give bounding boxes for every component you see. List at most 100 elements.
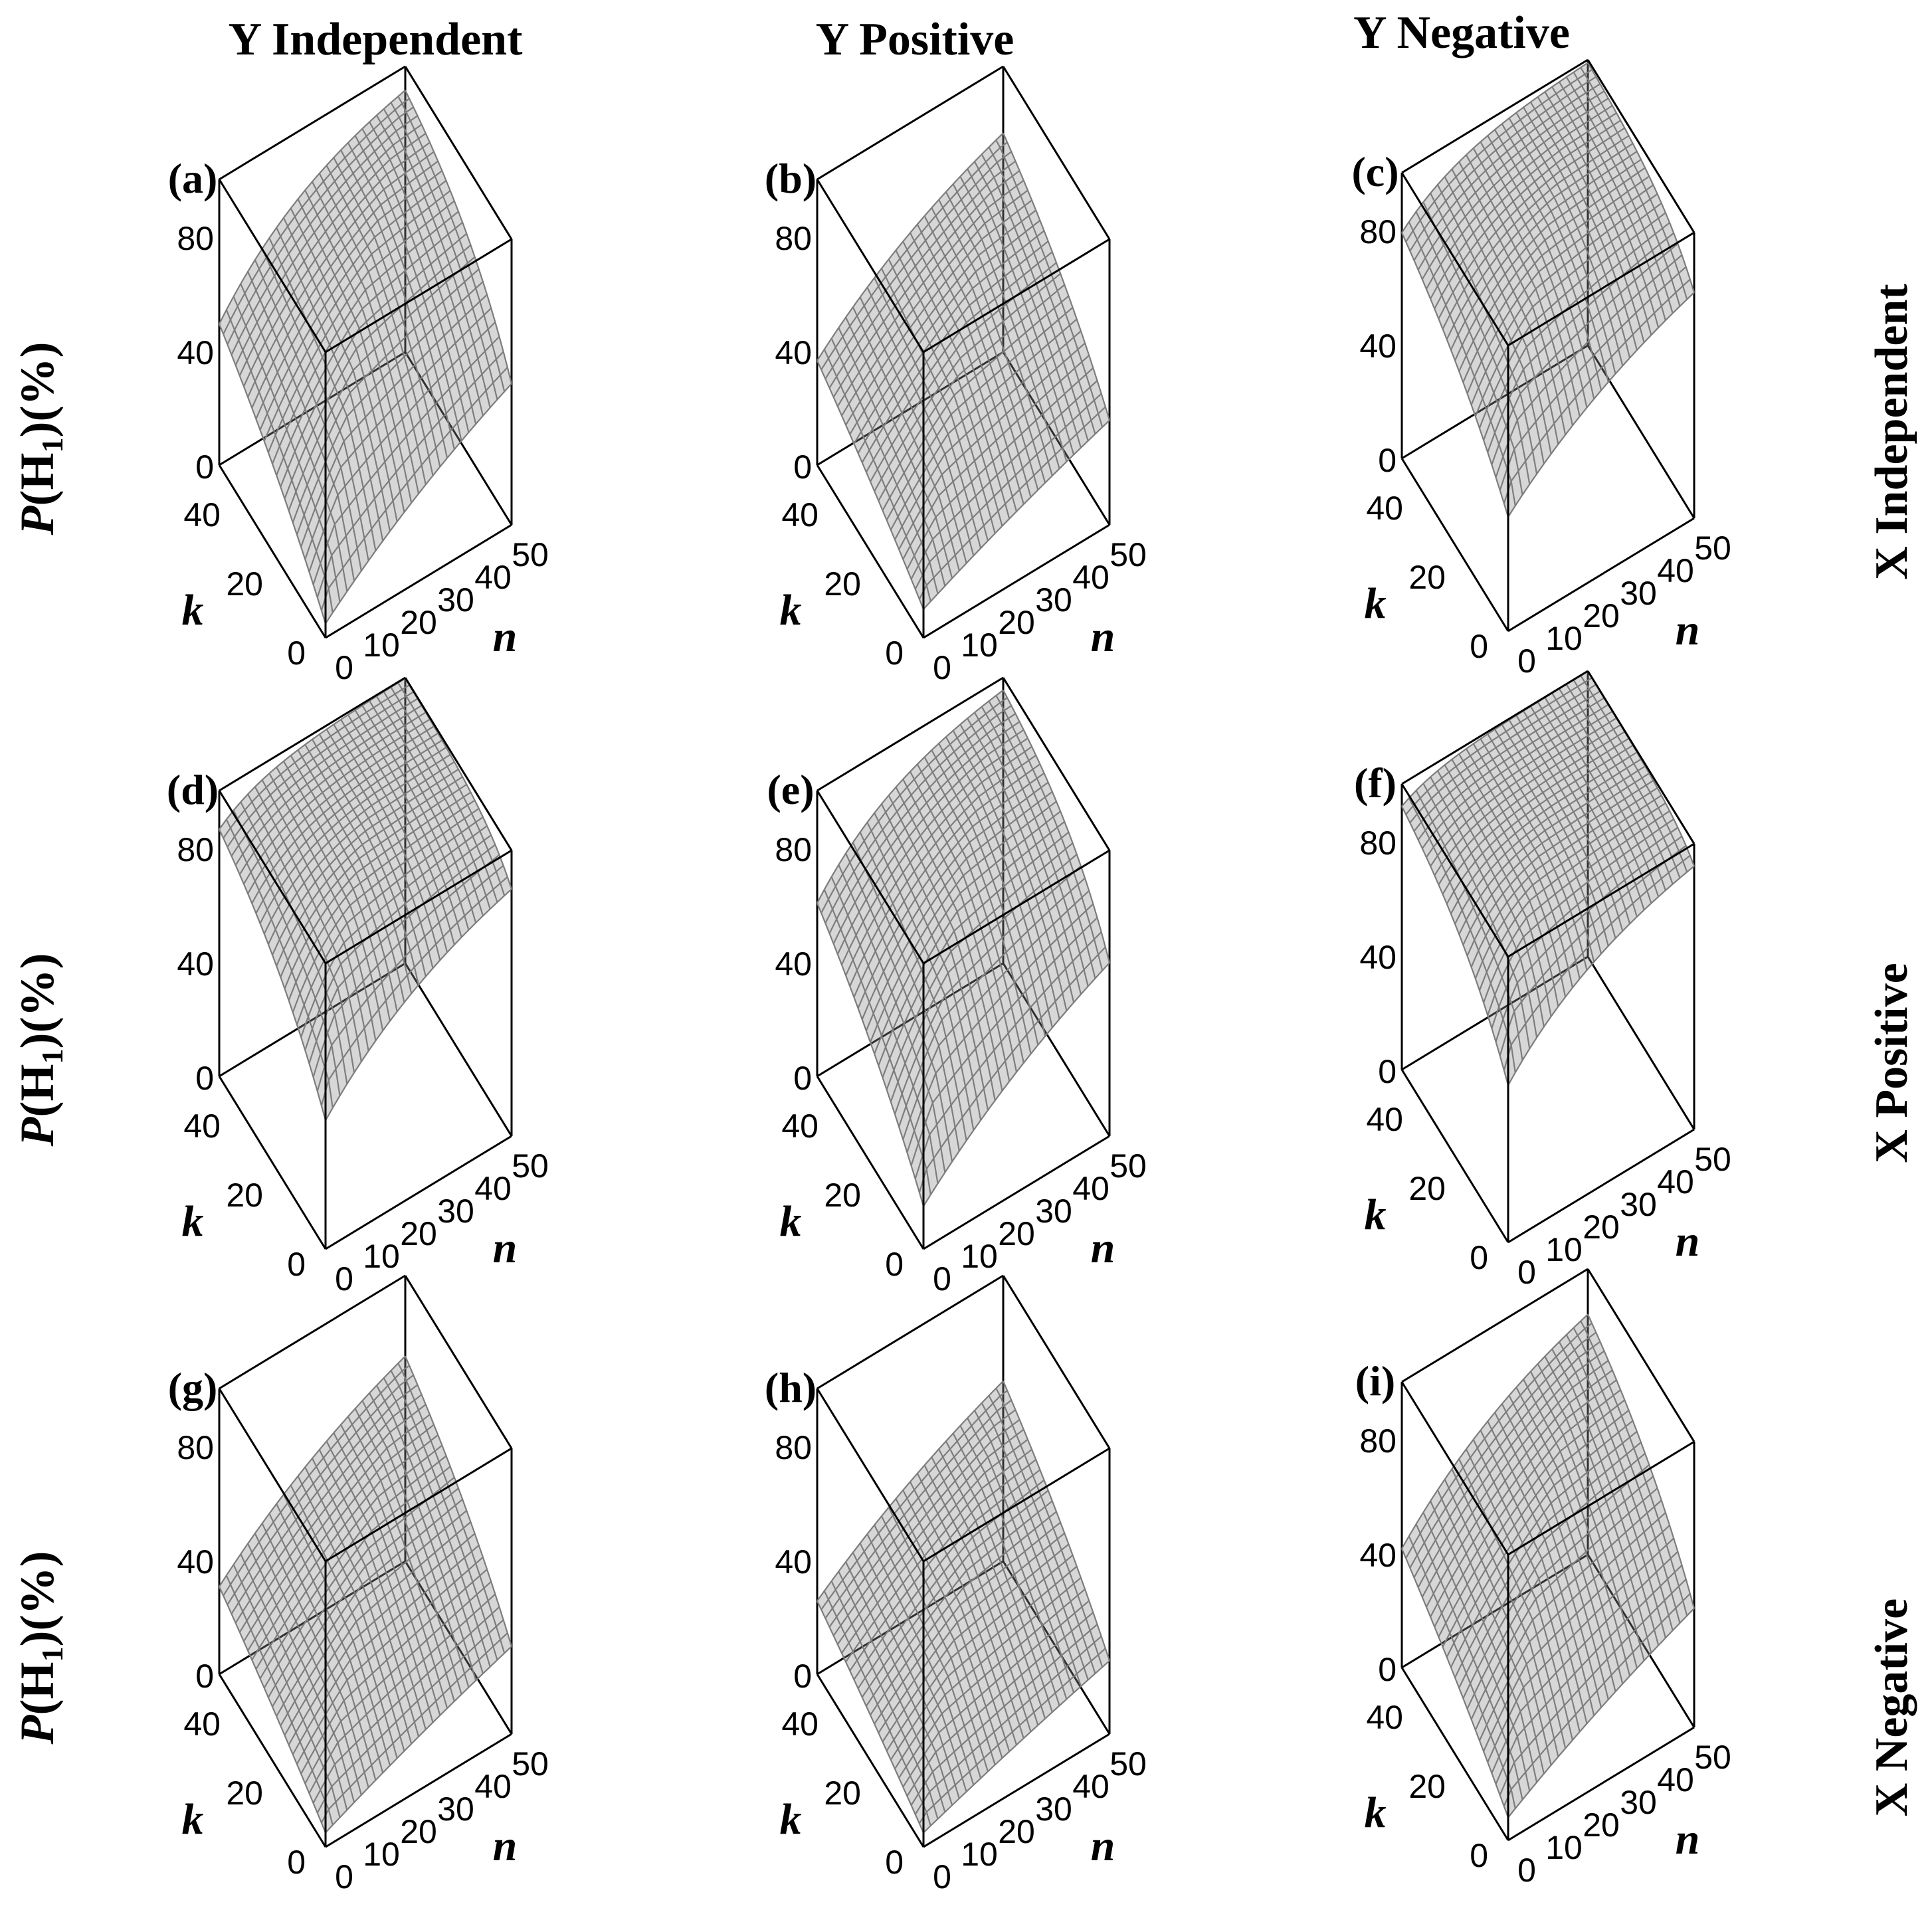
n-axis-title: n [493,1822,518,1870]
box-edge [218,179,327,353]
box-edge [1507,1726,1695,1842]
box-edge [325,849,512,965]
surface [1401,670,1695,1086]
z-axis-title: P(H1)(%) [11,953,69,1147]
n-tick-label: 30 [1620,575,1657,612]
z-tick-label: 40 [1359,1537,1397,1574]
box-edge [1002,963,1111,1137]
box-edge [404,351,513,526]
surface [1401,1313,1695,1818]
box-edge [1507,1128,1695,1244]
z-tick-label: 40 [775,945,812,983]
n-tick-label: 30 [437,1193,474,1230]
box-edge [1507,517,1695,632]
z-tick-label: 40 [177,945,214,983]
box-edge [1587,1554,1695,1728]
n-tick-label: 0 [933,1858,951,1895]
z-tick-label: 40 [775,334,812,371]
z-tick-label: 80 [1359,824,1397,862]
n-axis-title: n [1676,1815,1700,1864]
k-axis-title: k [780,1197,802,1246]
z-tick-label: 0 [793,1060,812,1097]
box-edge [1507,842,1695,958]
k-axis-title: k [182,1197,204,1246]
column-header-y-independent: Y Independent [229,14,523,65]
n-tick-label: 10 [961,1836,998,1873]
z-tick-label: 80 [1359,213,1397,250]
n-tick-label: 50 [1110,1147,1147,1185]
k-tick-label: 20 [1408,559,1446,596]
box-edge [404,677,513,851]
n-tick-label: 40 [1657,552,1694,589]
n-tick-label: 50 [512,1745,549,1783]
z-tick-label: 80 [775,220,812,257]
panel-label: (e) [767,766,814,813]
n-tick-label: 0 [1517,1254,1536,1291]
box-edge [1401,955,1589,1071]
z-axis-title: P(H1)(%) [11,1551,69,1745]
box-edge [816,1076,925,1250]
k-tick-label: 20 [1408,1170,1446,1207]
n-tick-label: 20 [1583,597,1620,634]
n-axis-title: n [493,613,518,661]
panel-label: (d) [167,766,219,813]
n-tick-label: 20 [998,604,1035,641]
k-tick-label: 0 [1470,1239,1488,1276]
box-edge [1401,1553,1589,1669]
box-edge [1002,677,1111,851]
n-tick-label: 30 [437,1790,474,1828]
box-edge [325,524,512,639]
k-tick-label: 40 [1366,1101,1403,1138]
box-edge [1002,66,1111,240]
n-tick-label: 0 [1517,1852,1536,1889]
k-tick-label: 20 [1408,1768,1446,1805]
panel-label: (g) [168,1364,218,1411]
z-tick-label: 80 [177,1429,214,1466]
n-tick-label: 10 [1545,1231,1583,1268]
k-tick-label: 0 [1470,628,1488,665]
n-tick-label: 10 [1545,1829,1583,1866]
n-tick-label: 30 [437,581,474,619]
k-tick-label: 40 [183,496,221,533]
z-tick-label: 80 [775,831,812,868]
z-tick-label: 80 [177,220,214,257]
box-edge [816,790,925,964]
surface [817,1381,1111,1834]
n-tick-label: 10 [363,1238,400,1275]
box-edge [404,1561,513,1735]
box-edge [218,1388,327,1562]
row-header-x-positive: X Positive [1866,963,1917,1163]
n-tick-label: 50 [512,536,549,573]
box-edge [219,351,406,466]
row-header-x-independent: X Independent [1866,284,1917,579]
n-tick-label: 20 [998,1813,1035,1850]
n-tick-label: 10 [363,627,400,664]
panel-label: (b) [765,155,817,202]
z-tick-label: 80 [1359,1422,1397,1460]
panel-label: (h) [765,1364,817,1411]
k-tick-label: 40 [183,1108,221,1145]
k-tick-label: 40 [781,1108,819,1145]
box-edge [816,1674,925,1848]
n-tick-label: 10 [363,1836,400,1873]
n-tick-label: 30 [1035,581,1072,619]
k-axis-title: k [1365,579,1387,628]
n-tick-label: 20 [400,1813,437,1850]
box-edge [1002,1561,1111,1735]
column-header-y-negative: Y Negative [1353,7,1570,58]
z-tick-label: 0 [1378,1651,1397,1688]
k-tick-label: 0 [287,634,306,672]
box-edge [219,962,406,1078]
k-axis-title: k [1365,1191,1387,1239]
k-tick-label: 0 [885,1246,904,1283]
box-edge [1002,351,1111,526]
box-edge [1401,172,1509,346]
box-edge [404,66,513,240]
box-edge [1401,344,1589,460]
n-tick-label: 40 [1072,1768,1110,1805]
box-edge [219,676,406,792]
